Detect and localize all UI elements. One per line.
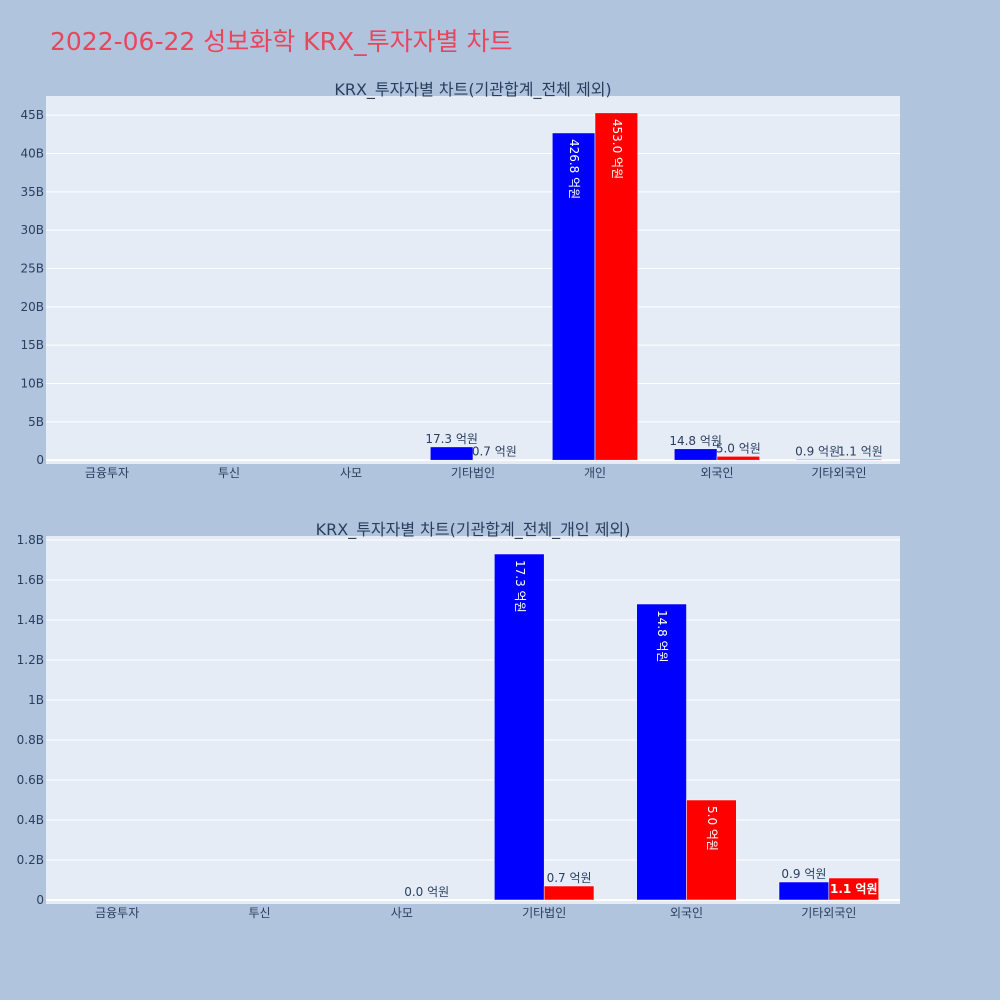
bar-sell	[543, 885, 595, 901]
bar-sell	[686, 799, 737, 901]
bar-data-label: 0.9 억원	[781, 867, 826, 881]
y-tick-label: 30B	[20, 223, 44, 237]
x-tick-label: 기타외국인	[811, 466, 866, 480]
chart-title: KRX_투자자별 차트(기관합계_전체 제외)	[334, 80, 611, 100]
y-tick-label: 0	[36, 453, 44, 467]
bar-data-label: 453.0 억원	[610, 119, 624, 179]
x-tick-label: 외국인	[670, 906, 703, 920]
bar-data-label: 5.0 억원	[716, 441, 761, 455]
x-tick-label: 외국인	[700, 466, 733, 480]
y-tick-label: 0.4B	[17, 813, 44, 827]
bar-data-label: 1.1 억원	[838, 444, 883, 458]
page-title: 2022-06-22 성보화학 KRX_투자자별 차트	[50, 27, 513, 56]
x-tick-label: 개인	[584, 466, 606, 480]
x-tick-label: 금융투자	[95, 906, 139, 920]
bar-sell	[716, 456, 760, 461]
y-tick-label: 45B	[20, 108, 44, 122]
bar-buy	[552, 132, 596, 461]
chart-investor-all: KRX_투자자별 차트(기관합계_전체 제외) 0 5B 10B 15B 20B 25B 30…	[20, 80, 900, 480]
bar-buy	[494, 553, 545, 901]
x-tick-label: 금융투자	[85, 466, 129, 480]
bar-buy	[636, 603, 687, 901]
x-tick-label: 기타법인	[522, 906, 566, 920]
x-tick-label: 기타법인	[451, 466, 495, 480]
y-tick-label: 1B	[28, 693, 44, 707]
bar-data-label: 17.3 억원	[513, 560, 527, 613]
plot-area	[46, 96, 900, 464]
bar-data-label: 0.9 억원	[795, 444, 840, 458]
x-tick-label: 사모	[340, 466, 362, 480]
x-tick-label: 투신	[248, 906, 270, 920]
x-tick-label: 투신	[218, 466, 240, 480]
y-tick-label: 10B	[20, 377, 44, 391]
bar-buy	[778, 881, 830, 901]
y-tick-label: 1.2B	[17, 653, 44, 667]
y-tick-label: 0.8B	[17, 733, 44, 747]
bar-data-label: 0.7 억원	[472, 445, 517, 459]
y-tick-label: 15B	[20, 338, 44, 352]
bar-sell	[472, 459, 516, 461]
bar-buy	[430, 446, 474, 461]
bar-data-label: 426.8 억원	[567, 139, 581, 199]
bar-label-bg	[830, 880, 877, 897]
bar-data-label: 14.8 억원	[669, 434, 722, 448]
bar-data-label: 5.0 억원	[705, 806, 719, 851]
bar-sell	[838, 459, 882, 461]
y-tick-label: 0.2B	[17, 853, 44, 867]
y-tick-label: 1.4B	[17, 613, 44, 627]
chart-title: KRX_투자자별 차트(기관합계_전체_개인 제외)	[316, 520, 631, 540]
y-tick-label: 25B	[20, 262, 44, 276]
y-tick-label: 35B	[20, 185, 44, 199]
y-tick-label: 1.6B	[17, 573, 44, 587]
bar-buy	[674, 448, 718, 461]
bar-data-label: 0.7 억원	[547, 871, 592, 885]
bar-data-label: 0.0 억원	[404, 885, 449, 899]
y-tick-label: 0.6B	[17, 773, 44, 787]
x-tick-label: 기타외국인	[801, 906, 856, 920]
y-tick-label: 1.8B	[17, 533, 44, 547]
plot-area	[46, 536, 900, 904]
bar-data-label: 14.8 억원	[655, 610, 669, 663]
y-tick-label: 5B	[28, 415, 44, 429]
bar-data-label: 17.3 억원	[425, 432, 478, 446]
y-tick-label: 0	[36, 893, 44, 907]
y-tick-label: 20B	[20, 300, 44, 314]
bar-sell	[594, 112, 638, 461]
chart-investor-excl-individual: KRX_투자자별 차트(기관합계_전체_개인 제외) 0 0.2B 0.4B 0.6B 0…	[17, 520, 900, 920]
x-tick-label: 사모	[391, 906, 413, 920]
bar-data-label: 1.1 억원	[830, 882, 878, 896]
y-tick-label: 40B	[20, 147, 44, 161]
